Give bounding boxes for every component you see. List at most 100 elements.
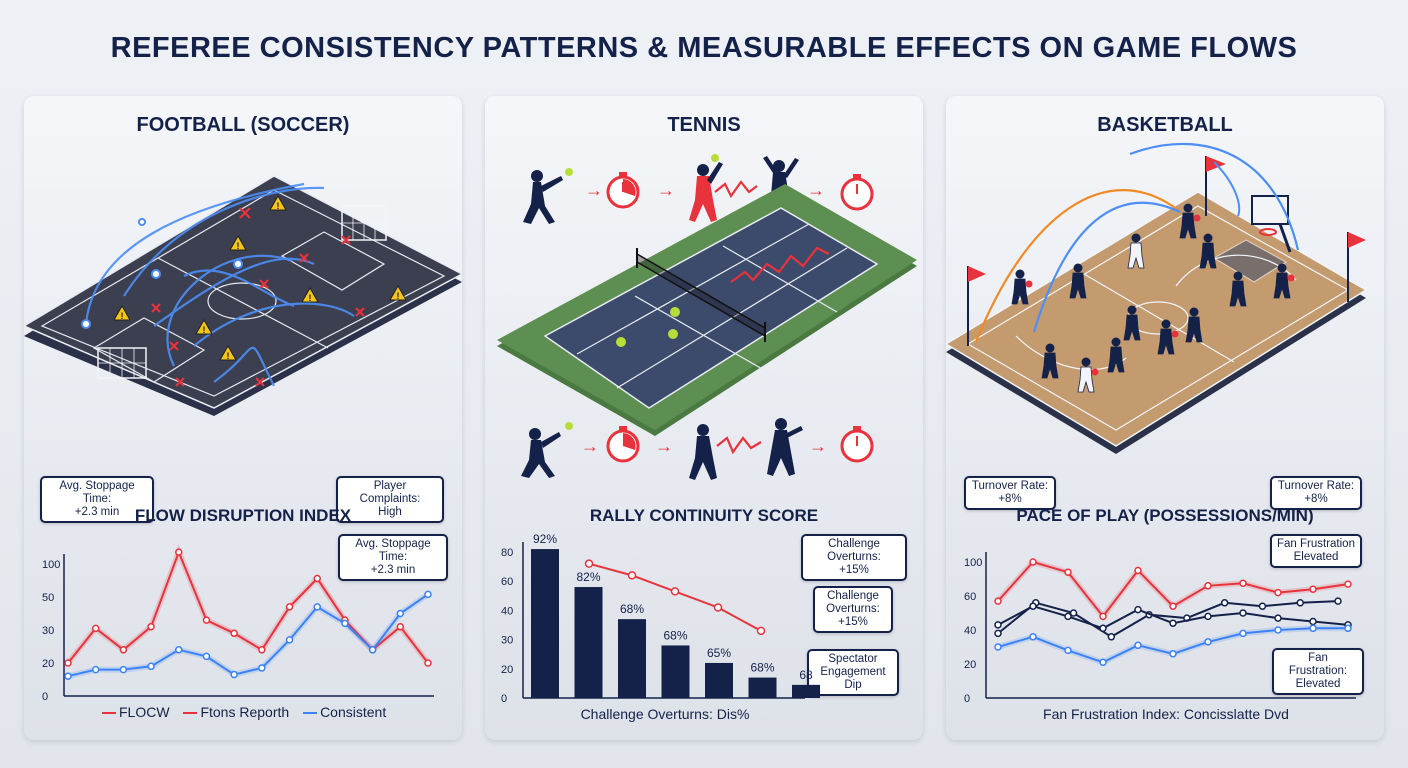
basketball-court-illustration	[946, 142, 1368, 454]
data-point	[1334, 597, 1342, 605]
data-point	[1239, 629, 1247, 638]
data-point	[1134, 641, 1142, 650]
tennis-ball-icon	[565, 168, 573, 176]
player-icon	[1185, 307, 1203, 343]
flag-icon	[967, 266, 986, 346]
warning-icon: !	[229, 234, 247, 251]
bar	[618, 619, 646, 698]
tennis-ball-icon	[616, 337, 626, 347]
data-point	[1029, 602, 1037, 610]
y-tick-label: 0	[964, 693, 970, 705]
data-point	[313, 574, 321, 583]
player-icon	[1011, 269, 1033, 305]
data-point	[91, 624, 100, 633]
callout-line: Engagement Dip	[820, 666, 886, 691]
football-pitch-illustration: ! ! ! ! ! ! !	[24, 175, 462, 416]
ball-icon	[151, 269, 161, 279]
player-body	[1179, 212, 1197, 239]
data-point	[230, 629, 238, 638]
tennis-ball-icon	[565, 422, 573, 430]
ball-icon	[233, 259, 243, 269]
player-icon	[1229, 271, 1247, 307]
player-icon	[1069, 263, 1087, 299]
player-body	[1273, 272, 1291, 299]
player-icon	[1041, 343, 1059, 379]
trend-line	[588, 562, 762, 632]
data-point	[1204, 612, 1212, 621]
player-icon	[689, 424, 717, 480]
tennis-title: TENNIS	[667, 114, 741, 136]
y-tick-label: 20	[501, 664, 513, 676]
player-body	[1199, 242, 1217, 269]
y-tick-label: 40	[964, 625, 976, 637]
callout-line: Challenge	[827, 590, 879, 602]
arrow-right-icon: →	[581, 436, 599, 456]
player-icon	[767, 418, 803, 476]
player-body	[1069, 272, 1087, 299]
y-tick-label: 80	[501, 547, 513, 559]
player-head	[1111, 337, 1121, 347]
warning-icon: !	[389, 284, 407, 301]
bar	[574, 587, 603, 698]
basketball-icon	[1171, 330, 1179, 338]
player-body	[1011, 278, 1029, 305]
data-point	[1258, 602, 1267, 610]
data-point	[1309, 624, 1317, 633]
player-body	[1123, 314, 1141, 341]
series-line	[997, 600, 1339, 638]
goal-icon	[341, 205, 387, 241]
callout-line: Turnover Rate:	[1277, 480, 1355, 492]
y-tick-label: 30	[501, 635, 513, 647]
x-axis-note: Fan Frustration Index: Concisslatte Dvd	[1043, 706, 1289, 722]
data-point	[1296, 599, 1304, 607]
data-point	[1169, 650, 1177, 658]
data-point	[368, 646, 377, 654]
data-point	[175, 548, 183, 556]
warning-icon: !	[269, 194, 287, 211]
tennis-ball-icon	[668, 329, 678, 339]
y-tick-label: 60	[501, 576, 513, 588]
svg-text:!: !	[397, 291, 400, 301]
player-icon	[521, 428, 561, 478]
legend-swatch-blue	[303, 712, 318, 715]
stopwatch-icon	[606, 426, 640, 463]
pass-arc	[974, 189, 1179, 343]
data-point	[175, 646, 183, 654]
chart-title: RALLY CONTINUITY SCORE	[589, 506, 819, 525]
data-point	[1064, 612, 1072, 621]
basketball-panel: BASKETBALL Turnover Rate: +8% Turno	[946, 96, 1384, 740]
bar	[792, 684, 820, 698]
fan-frustration-callout-bottom: Fan Frustration: Elevated	[1272, 648, 1364, 695]
player-head	[1183, 203, 1193, 213]
y-tick-label: 60	[964, 591, 976, 603]
data-point	[202, 616, 211, 624]
player-icon	[1123, 305, 1141, 341]
y-tick-label: 0	[501, 693, 507, 705]
data-point	[1134, 566, 1142, 575]
stoppage-callout: Avg. Stoppage Time: +2.3 min	[40, 476, 154, 523]
data-point	[341, 619, 349, 628]
tennis-ball-icon	[711, 154, 719, 162]
zigzag-icon	[714, 180, 758, 199]
callout-line: High	[378, 506, 402, 518]
warning-icon: !	[219, 344, 237, 361]
chart-stoppage-callout: Avg. Stoppage Time: +2.3 min	[338, 534, 448, 581]
bar-label: 68%	[663, 628, 687, 642]
fan-frustration-callout-top: Fan Frustration Elevated	[1270, 534, 1362, 568]
callout-line: +2.3 min	[370, 564, 416, 576]
tennis-panel: TENNIS → → →	[485, 96, 923, 740]
hoop-icon	[1251, 195, 1292, 253]
player-body	[1157, 328, 1175, 355]
svg-text:!: !	[121, 311, 124, 321]
callout-line: +8%	[998, 493, 1022, 505]
callout-line: Challenge Overturns:	[827, 538, 881, 563]
svg-text:!: !	[277, 201, 280, 211]
callout-line: Spectator	[828, 653, 878, 665]
callout-line: Turnover Rate:	[971, 480, 1049, 492]
bar-label: 82%	[576, 570, 600, 584]
basketball-title: BASKETBALL	[1097, 114, 1233, 136]
data-point	[1204, 582, 1212, 590]
player-body	[1127, 242, 1145, 269]
y-tick-label: 100	[964, 557, 982, 569]
player-icon	[1199, 233, 1217, 269]
